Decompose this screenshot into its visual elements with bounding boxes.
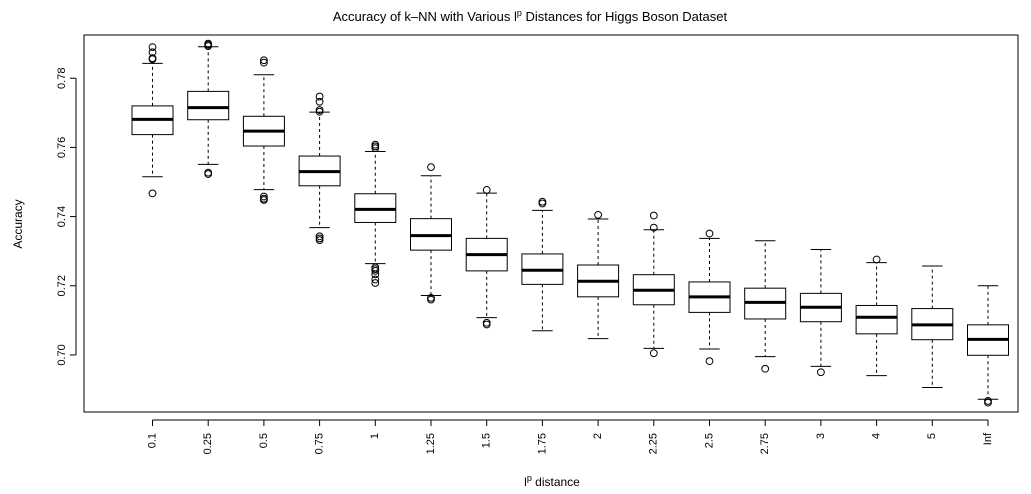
outlier-point bbox=[872, 255, 881, 264]
outlier-point bbox=[649, 349, 658, 358]
x-axis-title: lp distance bbox=[524, 473, 580, 489]
x-tick-label: 4 bbox=[871, 433, 883, 439]
box-0.75 bbox=[298, 92, 341, 245]
outlier-point bbox=[148, 189, 157, 198]
outlier-point bbox=[315, 234, 324, 243]
outlier-point bbox=[427, 293, 435, 302]
outlier-point bbox=[705, 357, 714, 366]
outlier-point bbox=[371, 279, 380, 287]
y-axis-title: Accuracy bbox=[11, 199, 25, 248]
outlier-point bbox=[705, 229, 714, 238]
outlier-point bbox=[260, 56, 268, 65]
y-tick-label: 0.78 bbox=[56, 68, 68, 89]
x-tick-label: 2.5 bbox=[703, 433, 715, 448]
outlier-point bbox=[761, 364, 770, 373]
box-2.75 bbox=[744, 240, 787, 373]
outlier-point bbox=[594, 210, 602, 219]
box-2.5 bbox=[688, 229, 731, 366]
box-2.25 bbox=[632, 211, 675, 358]
outlier-point bbox=[482, 186, 491, 194]
chart-title: Accuracy of k–NN with Various lp Distanc… bbox=[333, 8, 728, 24]
boxes bbox=[131, 39, 1009, 407]
box-4 bbox=[855, 255, 898, 377]
iqr-box bbox=[187, 90, 230, 121]
x-tick-label: 0.1 bbox=[146, 433, 158, 448]
x-tick-label: 5 bbox=[926, 433, 938, 439]
box-3 bbox=[799, 248, 842, 377]
x-tick-label: 2 bbox=[592, 433, 604, 439]
plot-frame bbox=[83, 34, 1019, 413]
box-1 bbox=[354, 140, 397, 287]
y-axis: 0.70 0.72 0.74 0.76 0.78 bbox=[56, 68, 77, 366]
outlier-point bbox=[260, 192, 268, 201]
outlier-point bbox=[204, 168, 213, 177]
box-1.25 bbox=[410, 163, 452, 304]
outlier-point bbox=[371, 140, 380, 149]
x-tick-label: 0.75 bbox=[314, 433, 326, 454]
x-tick-label: 1.5 bbox=[481, 433, 493, 448]
box-1.75 bbox=[521, 197, 564, 332]
box-0.25 bbox=[187, 39, 230, 178]
x-tick-label: 1 bbox=[369, 433, 381, 439]
box-0.1 bbox=[131, 43, 174, 198]
iqr-box bbox=[855, 304, 898, 335]
x-tick-label: 1.75 bbox=[536, 433, 548, 454]
box-5 bbox=[911, 265, 954, 388]
x-tick-label: Inf bbox=[982, 432, 994, 445]
x-tick-label: 0.25 bbox=[202, 433, 214, 454]
outlier-point bbox=[260, 194, 268, 203]
outlier-point bbox=[204, 39, 213, 48]
outlier-point bbox=[984, 397, 992, 405]
outlier-point bbox=[260, 58, 268, 67]
y-tick-label: 0.74 bbox=[56, 206, 68, 227]
outlier-point bbox=[427, 163, 435, 172]
box-1.5 bbox=[465, 186, 508, 329]
outlier-point bbox=[315, 97, 324, 106]
outlier-point bbox=[315, 92, 324, 101]
outlier-point bbox=[371, 275, 380, 284]
y-tick-label: 0.76 bbox=[56, 137, 68, 158]
outlier-point bbox=[315, 232, 324, 241]
x-tick-label: 2.75 bbox=[759, 433, 771, 454]
outlier-point bbox=[817, 368, 825, 377]
x-tick-label: 1.25 bbox=[425, 433, 437, 454]
outlier-point bbox=[649, 223, 658, 232]
x-axis: 0.1 0.25 0.5 0.75 1 1.25 1.5 1.75 2 2.25 2.5 2.75 3 4… bbox=[146, 419, 994, 454]
outlier-point bbox=[148, 43, 157, 52]
box-2 bbox=[577, 210, 620, 340]
outlier-point bbox=[649, 211, 658, 220]
y-tick-label: 0.70 bbox=[56, 344, 68, 365]
outlier-point bbox=[371, 263, 380, 272]
outlier-point bbox=[148, 54, 157, 63]
box-Inf bbox=[967, 285, 1009, 407]
outlier-point bbox=[538, 197, 547, 206]
outlier-point bbox=[148, 48, 157, 57]
y-tick-label: 0.72 bbox=[56, 275, 68, 296]
box-0.5 bbox=[242, 56, 285, 204]
x-tick-label: 0.5 bbox=[258, 433, 270, 448]
outlier-point bbox=[482, 318, 491, 327]
x-tick-label: 3 bbox=[815, 433, 827, 439]
x-tick-label: 2.25 bbox=[648, 433, 660, 454]
outlier-point bbox=[315, 106, 324, 114]
